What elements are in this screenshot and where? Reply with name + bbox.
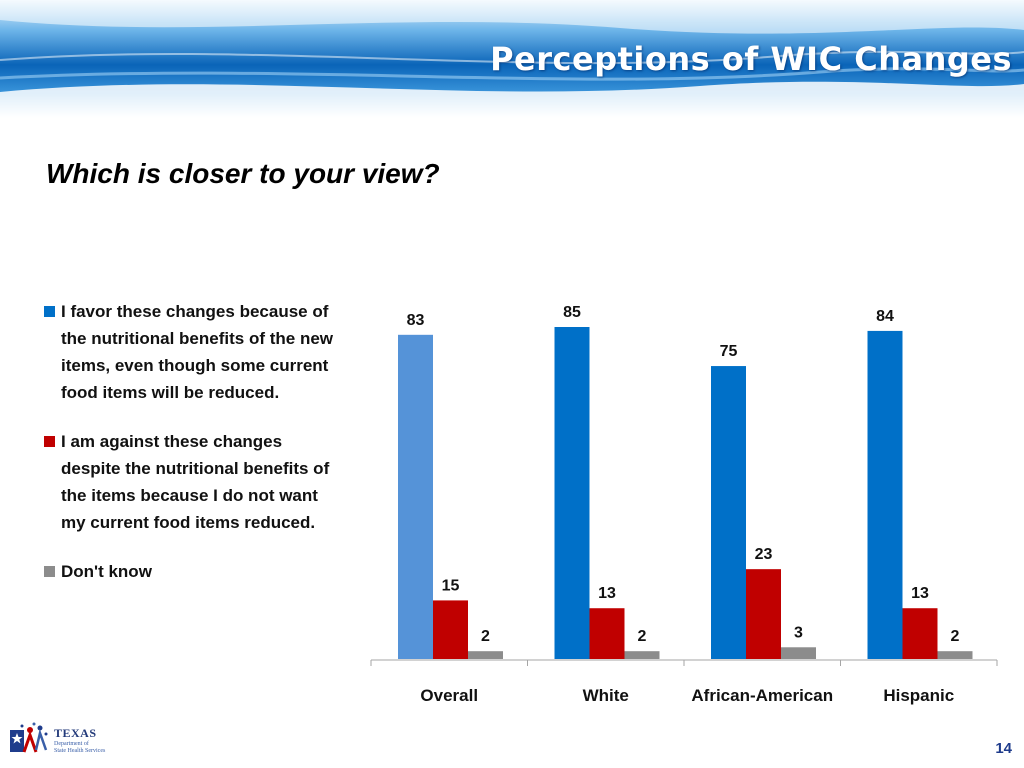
bar-dont-know-white — [624, 651, 660, 659]
category-label: Overall — [420, 686, 478, 705]
data-label-favor: 75 — [720, 343, 738, 360]
data-label-against: 13 — [598, 585, 616, 602]
data-label-favor: 85 — [563, 304, 581, 321]
legend-item-dont-know: Don't know — [44, 558, 344, 585]
legend-item-favor: I favor these changes because of the nut… — [44, 298, 344, 406]
data-label-favor: 83 — [407, 312, 425, 329]
legend-item-against: I am against these changes despite the n… — [44, 428, 344, 536]
bar-dont-know-african-american — [781, 647, 816, 659]
bar-against-white — [589, 608, 625, 659]
bar-favor-overall — [398, 334, 433, 659]
bar-favor-african-american — [711, 366, 746, 659]
logo-subtitle-2: State Health Services — [54, 748, 106, 754]
bar-against-hispanic — [902, 608, 938, 659]
data-label-against: 13 — [911, 585, 929, 602]
data-label-against: 15 — [442, 577, 460, 594]
survey-question: Which is closer to your view? — [46, 158, 440, 189]
slide-title: Perceptions of WIC Changes — [490, 40, 1012, 78]
bar-against-overall — [433, 600, 468, 659]
data-label-dont-know: 3 — [794, 624, 803, 641]
legend-swatch-against — [44, 436, 55, 447]
chart-legend: I favor these changes because of the nut… — [44, 298, 344, 607]
data-label-favor: 84 — [876, 308, 894, 325]
header-banner — [0, 0, 1024, 118]
category-label: Hispanic — [883, 686, 954, 705]
logo-subtitle-1: Department of — [54, 741, 89, 747]
bar-favor-white — [554, 327, 590, 659]
texas-dshs-logo: TEXAS Department of State Health Service… — [8, 722, 128, 762]
bar-favor-hispanic — [867, 330, 903, 659]
data-label-against: 23 — [755, 546, 773, 563]
legend-label-favor: I favor these changes because of the nut… — [61, 302, 333, 402]
bar-against-african-american — [746, 569, 781, 659]
category-label: African-American — [691, 686, 833, 705]
bar-dont-know-hispanic — [937, 651, 973, 659]
legend-swatch-dont-know — [44, 566, 55, 577]
page-number: 14 — [995, 740, 1012, 757]
legend-swatch-favor — [44, 306, 55, 317]
legend-label-dont-know: Don't know — [61, 562, 152, 581]
logo-name: TEXAS — [54, 726, 97, 740]
data-label-dont-know: 2 — [951, 628, 960, 645]
data-label-dont-know: 2 — [481, 628, 490, 645]
category-label: White — [583, 686, 629, 705]
bar-dont-know-overall — [468, 651, 503, 659]
texas-star-people-icon — [10, 722, 48, 753]
legend-label-against: I am against these changes despite the n… — [61, 432, 330, 532]
data-label-dont-know: 2 — [638, 628, 647, 645]
